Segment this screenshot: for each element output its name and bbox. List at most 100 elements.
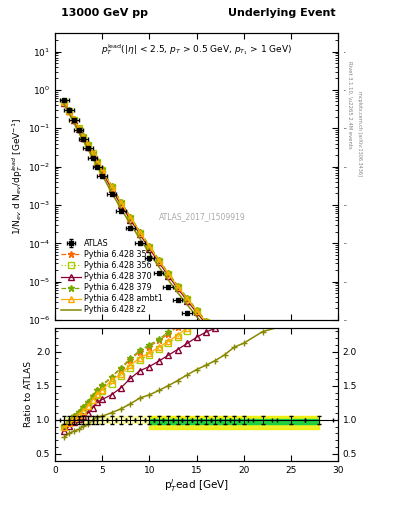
Pythia 6.428 356	[222, 341, 227, 347]
Pythia 6.428 356	[147, 244, 152, 250]
Pythia 6.428 370	[128, 217, 133, 223]
Pythia 6.428 379	[232, 350, 237, 356]
Pythia 6.428 356	[128, 215, 133, 221]
Pythia 6.428 355	[260, 379, 265, 386]
Pythia 6.428 370	[147, 245, 152, 251]
Pythia 6.428 ambt1	[194, 308, 199, 314]
Pythia 6.428 ambt1	[241, 361, 246, 367]
Pythia 6.428 z2	[194, 313, 199, 319]
Pythia 6.428 355	[72, 116, 76, 122]
Pythia 6.428 355	[100, 166, 105, 173]
Pythia 6.428 356	[81, 134, 86, 140]
Pythia 6.428 z2	[62, 102, 67, 108]
Pythia 6.428 356	[76, 125, 81, 132]
Pythia 6.428 ambt1	[175, 284, 180, 290]
Pythia 6.428 379	[166, 270, 171, 276]
Pythia 6.428 355	[175, 283, 180, 289]
Pythia 6.428 ambt1	[62, 99, 67, 105]
Pythia 6.428 ambt1	[204, 319, 208, 325]
Pythia 6.428 370	[222, 343, 227, 349]
Pythia 6.428 z2	[67, 111, 72, 117]
Pythia 6.428 ambt1	[166, 271, 171, 277]
Pythia 6.428 z2	[100, 172, 105, 178]
Pythia 6.428 379	[81, 133, 86, 139]
Pythia 6.428 370	[119, 202, 123, 208]
Line: Pythia 6.428 356: Pythia 6.428 356	[62, 99, 322, 439]
Pythia 6.428 z2	[81, 138, 86, 144]
Pythia 6.428 z2	[317, 438, 321, 444]
Pythia 6.428 356	[204, 319, 208, 326]
Pythia 6.428 356	[95, 159, 100, 165]
Pythia 6.428 z2	[241, 366, 246, 372]
Pythia 6.428 370	[213, 332, 218, 338]
Pythia 6.428 355	[67, 107, 72, 113]
Pythia 6.428 356	[67, 108, 72, 114]
Pythia 6.428 379	[222, 339, 227, 346]
Line: Pythia 6.428 379: Pythia 6.428 379	[61, 98, 323, 438]
Text: Underlying Event: Underlying Event	[228, 8, 336, 18]
Pythia 6.428 355	[185, 295, 189, 301]
Pythia 6.428 379	[147, 243, 152, 249]
Pythia 6.428 355	[204, 318, 208, 324]
Legend: ATLAS, Pythia 6.428 355, Pythia 6.428 356, Pythia 6.428 370, Pythia 6.428 379, P: ATLAS, Pythia 6.428 355, Pythia 6.428 35…	[59, 238, 164, 316]
Y-axis label: 1/N$_{ev}$ d N$_{ev}$/dp$_T^{lead}$ [GeV$^{-1}$]: 1/N$_{ev}$ d N$_{ev}$/dp$_T^{lead}$ [GeV…	[10, 118, 25, 235]
Pythia 6.428 356	[175, 284, 180, 290]
Pythia 6.428 z2	[288, 412, 293, 418]
Pythia 6.428 ambt1	[288, 408, 293, 414]
Text: 13000 GeV pp: 13000 GeV pp	[61, 8, 148, 18]
Pythia 6.428 ambt1	[119, 200, 123, 206]
Pythia 6.428 370	[156, 259, 161, 265]
Pythia 6.428 356	[86, 142, 90, 148]
Pythia 6.428 356	[109, 184, 114, 190]
Pythia 6.428 379	[119, 199, 123, 205]
Pythia 6.428 379	[156, 257, 161, 263]
Pythia 6.428 370	[317, 435, 321, 441]
Pythia 6.428 355	[86, 141, 90, 147]
Pythia 6.428 z2	[95, 163, 100, 169]
Line: Pythia 6.428 370: Pythia 6.428 370	[62, 100, 322, 440]
Pythia 6.428 ambt1	[260, 380, 265, 387]
Pythia 6.428 ambt1	[156, 258, 161, 264]
Pythia 6.428 370	[109, 186, 114, 192]
Pythia 6.428 379	[317, 432, 321, 438]
Pythia 6.428 355	[147, 243, 152, 249]
Pythia 6.428 379	[241, 360, 246, 366]
Pythia 6.428 355	[138, 229, 142, 235]
Pythia 6.428 370	[90, 152, 95, 158]
Pythia 6.428 z2	[222, 346, 227, 352]
Pythia 6.428 ambt1	[317, 433, 321, 439]
Pythia 6.428 ambt1	[185, 296, 189, 302]
Pythia 6.428 355	[156, 257, 161, 263]
Text: mcplots.cern.ch [arXiv:1306.3436]: mcplots.cern.ch [arXiv:1306.3436]	[357, 91, 362, 176]
Pythia 6.428 356	[90, 151, 95, 157]
Pythia 6.428 ambt1	[72, 116, 76, 122]
Pythia 6.428 370	[241, 362, 246, 369]
Pythia 6.428 355	[288, 407, 293, 413]
Pythia 6.428 355	[194, 307, 199, 313]
Pythia 6.428 355	[109, 183, 114, 189]
Pythia 6.428 355	[232, 350, 237, 356]
Pythia 6.428 379	[95, 158, 100, 164]
Pythia 6.428 370	[76, 126, 81, 133]
Line: Pythia 6.428 355: Pythia 6.428 355	[61, 98, 323, 438]
Pythia 6.428 356	[241, 361, 246, 367]
Pythia 6.428 z2	[147, 250, 152, 256]
Pythia 6.428 379	[213, 329, 218, 335]
Pythia 6.428 355	[128, 214, 133, 220]
Pythia 6.428 z2	[185, 302, 189, 308]
Pythia 6.428 ambt1	[86, 142, 90, 148]
Text: Rivet 3.1.10, \u2265 2.4M events: Rivet 3.1.10, \u2265 2.4M events	[348, 61, 353, 149]
Pythia 6.428 355	[213, 329, 218, 335]
Pythia 6.428 379	[175, 283, 180, 289]
Pythia 6.428 370	[185, 297, 189, 304]
Pythia 6.428 355	[81, 133, 86, 139]
Pythia 6.428 355	[62, 98, 67, 104]
Pythia 6.428 370	[260, 382, 265, 388]
Pythia 6.428 355	[317, 432, 321, 438]
Pythia 6.428 ambt1	[213, 330, 218, 336]
Pythia 6.428 z2	[213, 335, 218, 342]
Pythia 6.428 356	[213, 330, 218, 336]
Pythia 6.428 ambt1	[138, 229, 142, 236]
Pythia 6.428 z2	[109, 189, 114, 196]
Pythia 6.428 379	[204, 318, 208, 324]
